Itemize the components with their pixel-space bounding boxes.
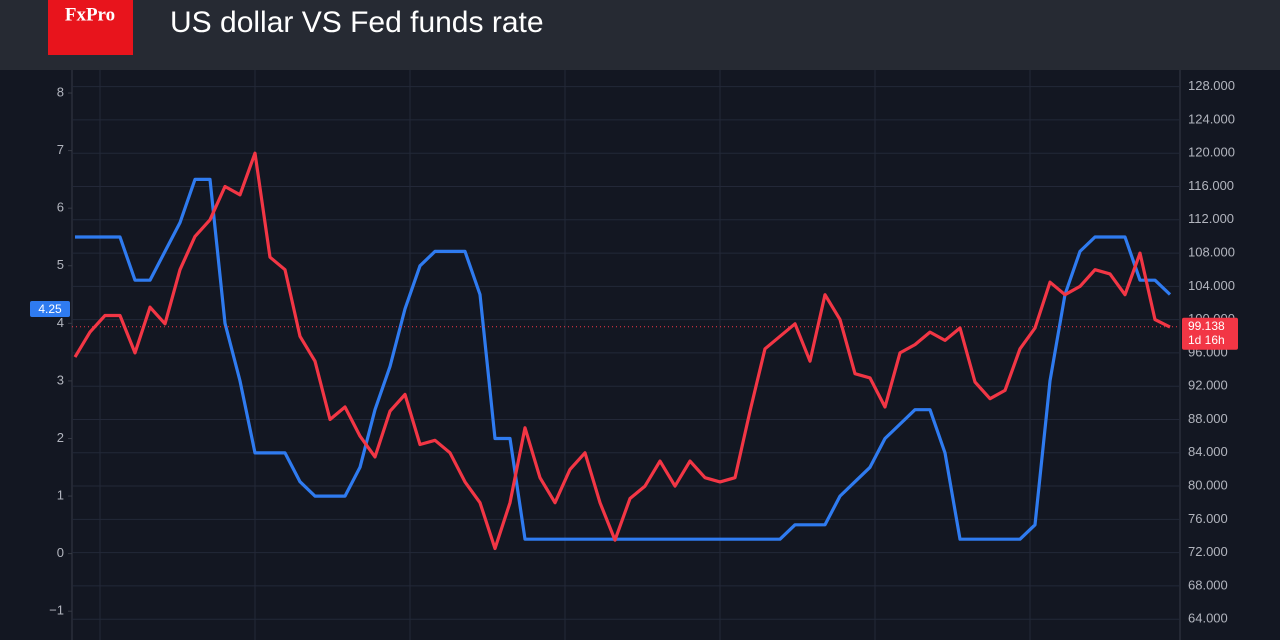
countdown-label: 1d 16h (1188, 333, 1225, 347)
current-value-badge (30, 300, 70, 317)
series-line (73, 151, 1171, 551)
y-tick-label: 2 (57, 430, 64, 445)
y2-tick-label: 72.000 (1188, 544, 1228, 559)
y-tick-label: 4 (57, 315, 64, 330)
current-value-badge (1182, 317, 1238, 350)
series-line (75, 177, 1172, 541)
y-tick-label: 1 (57, 487, 64, 502)
y2-tick-label: 120.000 (1188, 145, 1235, 160)
y2-tick-label: 104.000 (1188, 278, 1235, 293)
vertical-grid (99, 70, 1031, 640)
y-tick-label: 5 (57, 257, 64, 272)
y2-tick-label: 68.000 (1188, 577, 1228, 592)
y-tick-label: 0 (57, 545, 64, 560)
y2-tick-label: 108.000 (1188, 245, 1235, 260)
y2-tick-label: 112.000 (1188, 211, 1234, 226)
logo-box (48, 0, 133, 55)
y-tick-label: −1 (49, 603, 64, 618)
current-value-label: 99.138 (1188, 319, 1225, 333)
y2-tick-label: 64.000 (1188, 611, 1228, 626)
y2-tick-label: 124.000 (1188, 111, 1235, 126)
y2-tick-label: 76.000 (1188, 511, 1228, 526)
y2-tick-label: 92.000 (1188, 378, 1228, 393)
current-value-label: 4.25 (38, 302, 62, 316)
y2-tick-label: 116.000 (1188, 178, 1234, 193)
y2-tick-label: 80.000 (1188, 477, 1228, 492)
y-tick-label: 6 (57, 200, 64, 215)
logo: FxPro (65, 4, 115, 25)
y-tick-label: 7 (57, 142, 64, 157)
y-tick-label: 8 (57, 84, 64, 99)
y-tick-label: 3 (57, 372, 64, 387)
y2-tick-label: 84.000 (1188, 444, 1228, 459)
y2-tick-label: 88.000 (1188, 411, 1228, 426)
header (0, 0, 1280, 70)
y2-tick-label: 128.000 (1188, 78, 1235, 93)
chart-title: US dollar VS Fed funds rate (170, 6, 544, 39)
